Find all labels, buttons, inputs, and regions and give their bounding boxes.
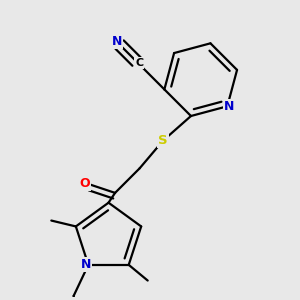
Text: N: N [112, 35, 122, 49]
Text: S: S [158, 134, 168, 147]
Text: N: N [224, 100, 234, 113]
Text: C: C [135, 58, 143, 68]
Text: O: O [79, 177, 90, 190]
Text: N: N [80, 258, 91, 271]
